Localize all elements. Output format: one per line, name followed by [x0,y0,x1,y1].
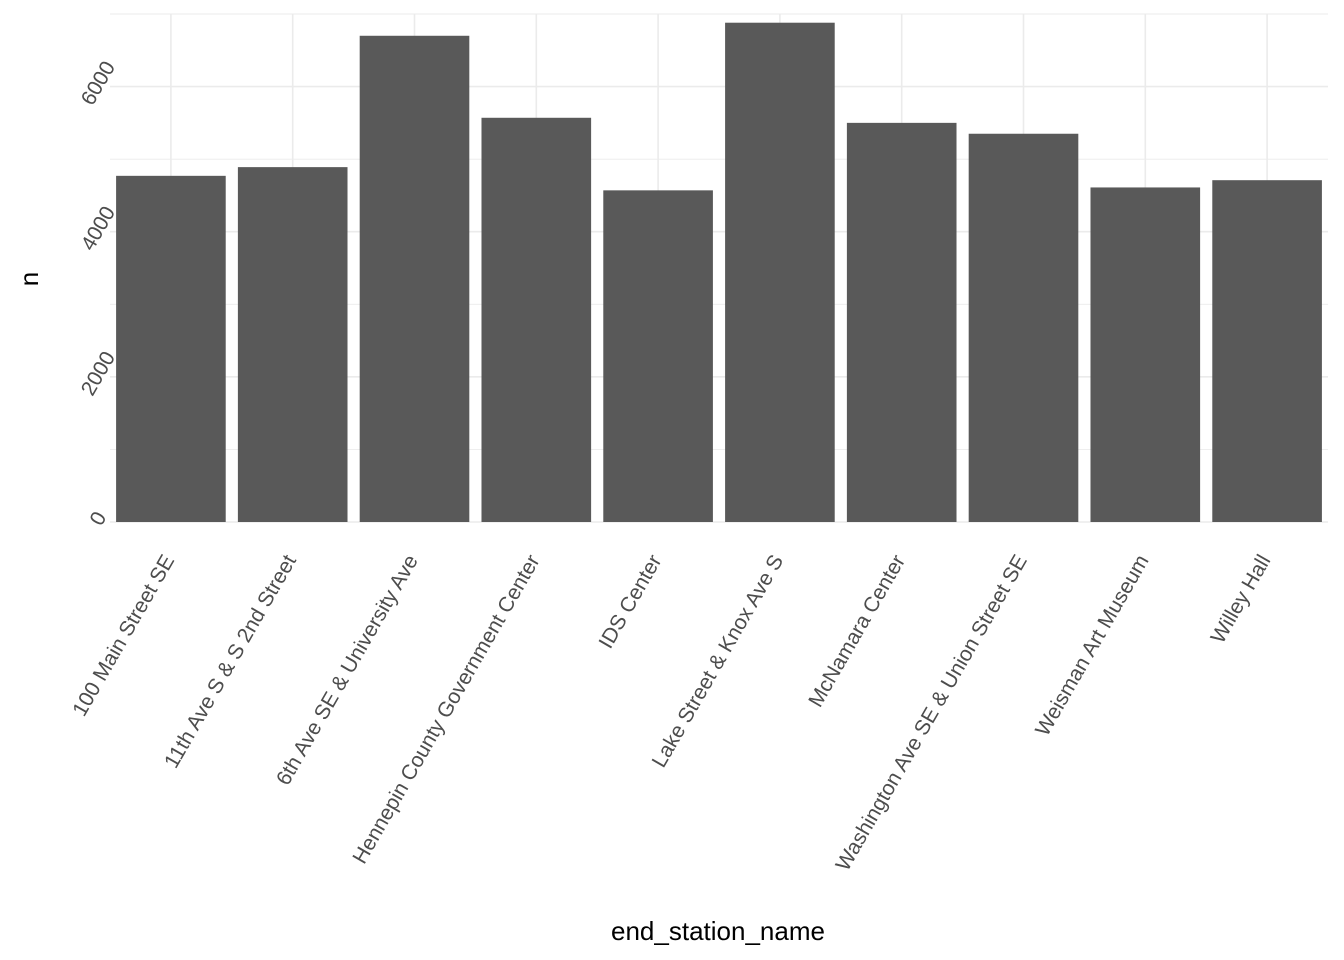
bars [116,22,1322,523]
y-tick-labels: 0 2000 4000 6000 [77,57,120,529]
x-tick-label: Weisman Art Museum [1031,551,1153,740]
bar [359,35,470,523]
y-tick-label: 6000 [77,57,120,109]
bar [1090,187,1201,522]
bar [603,190,713,522]
y-tick-label: 2000 [77,348,120,400]
x-tick-label: IDS Center [595,551,667,652]
x-tick-label: 11th Ave S & S 2nd Street [160,551,301,772]
bar [1212,180,1322,522]
bar [968,133,1079,522]
bar [725,22,835,523]
x-tick-label: 100 Main Street SE [68,551,179,720]
bar [116,175,226,522]
bar [846,122,957,522]
bar [481,117,592,522]
y-tick-label: 0 [85,508,111,530]
x-tick-label: Willey Hall [1207,551,1276,647]
bar [237,167,348,522]
x-tick-label: 6th Ave SE & University Ave [272,551,423,789]
x-tick-label: Lake Street & Knox Ave S [648,551,789,771]
y-axis-title: n [14,272,44,286]
y-tick-label: 4000 [77,202,120,254]
x-axis-title: end_station_name [611,916,825,946]
x-tick-label: McNamara Center [804,551,910,711]
